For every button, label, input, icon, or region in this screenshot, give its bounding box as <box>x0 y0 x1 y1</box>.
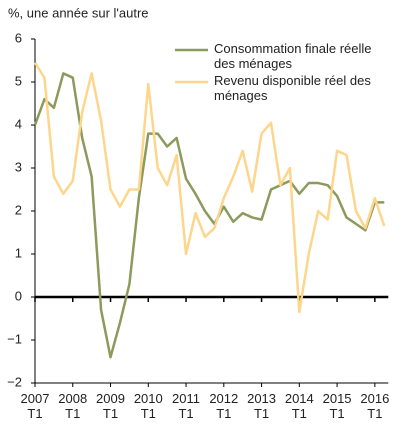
x-tick-label: 2014 T1 <box>285 391 314 421</box>
y-tick-label: −1 <box>7 331 22 346</box>
y-axis-label: %, une année sur l'autre <box>8 5 149 20</box>
y-tick-label: 4 <box>15 116 22 131</box>
series-line <box>33 72 385 359</box>
x-tick-label: 2007 T1 <box>21 391 50 421</box>
series-line <box>33 61 386 314</box>
y-tick-label: 1 <box>15 245 22 260</box>
x-tick-label: 2009 T1 <box>96 391 125 421</box>
legend-label: Consommation finale réelle des ménages <box>214 41 372 71</box>
x-tick-label: 2011 T1 <box>172 391 200 421</box>
x-tick-label: 2012 T1 <box>209 391 238 421</box>
y-tick-label: 5 <box>15 73 22 88</box>
y-tick-label: 2 <box>15 202 22 217</box>
x-tick-label: 2008 T1 <box>58 391 87 421</box>
x-tick-label: 2016 T1 <box>360 391 389 421</box>
legend-label: Revenu disponible réel des ménages <box>214 73 371 103</box>
x-tick-label: 2015 T1 <box>323 391 352 421</box>
y-tick-label: −2 <box>7 374 22 389</box>
y-tick-label: 6 <box>15 30 22 45</box>
x-tick-label: 2013 T1 <box>247 391 276 421</box>
y-tick-label: 3 <box>15 159 22 174</box>
x-tick-label: 2010 T1 <box>134 391 163 421</box>
y-tick-label: 0 <box>15 288 22 303</box>
